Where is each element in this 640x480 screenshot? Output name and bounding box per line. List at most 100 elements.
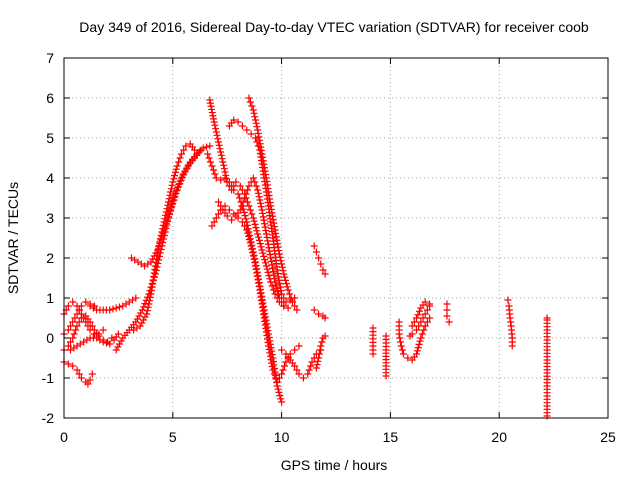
data-point (203, 143, 211, 151)
data-point (414, 344, 422, 352)
data-point (299, 374, 307, 382)
data-point (167, 188, 175, 196)
data-point (138, 319, 146, 327)
data-point (217, 151, 225, 159)
data-point (228, 216, 236, 224)
data-point (273, 284, 281, 292)
data-point (315, 310, 323, 318)
data-point (382, 372, 390, 380)
data-point (279, 366, 287, 374)
data-point (278, 346, 286, 354)
data-point (171, 172, 179, 180)
data-point (321, 270, 329, 278)
data-point (275, 388, 283, 396)
data-point (64, 302, 72, 310)
data-point (261, 220, 269, 228)
y-axis-label: SDTVAR / TECUs (5, 182, 21, 294)
data-point (261, 167, 269, 175)
data-point (210, 118, 218, 126)
data-point (180, 146, 188, 154)
data-point (236, 182, 244, 190)
data-point (251, 259, 259, 267)
data-point (67, 338, 75, 346)
data-point (284, 304, 292, 312)
data-point (256, 196, 264, 204)
data-point (257, 199, 265, 207)
data-point (280, 302, 288, 310)
data-point (260, 160, 268, 168)
data-point (255, 236, 263, 244)
data-point (255, 193, 263, 201)
data-point (248, 245, 256, 253)
data-point (239, 198, 247, 206)
data-point (216, 145, 224, 153)
data-point (275, 291, 283, 299)
data-point (397, 338, 405, 346)
data-point (114, 330, 122, 338)
data-point (270, 219, 278, 227)
data-point (249, 174, 257, 182)
data-point (250, 109, 258, 117)
data-point (217, 148, 225, 156)
data-point (252, 224, 260, 232)
data-point (256, 136, 264, 144)
data-point (241, 194, 249, 202)
data-point (416, 337, 424, 345)
series-arc-6 (86, 294, 140, 314)
data-point (238, 218, 246, 226)
data-point (71, 314, 79, 322)
data-point (318, 338, 326, 346)
y-tick-label: -2 (42, 410, 55, 426)
data-point (69, 318, 77, 326)
data-point (258, 246, 266, 254)
data-point (217, 202, 225, 210)
data-point (151, 262, 159, 270)
data-point (221, 168, 229, 176)
data-point (399, 350, 407, 358)
data-point (117, 337, 125, 345)
data-point (166, 191, 174, 199)
data-point (508, 342, 516, 350)
data-point (413, 314, 421, 322)
data-point (245, 94, 253, 102)
data-point (413, 326, 421, 334)
data-point (163, 205, 171, 213)
data-point (277, 287, 285, 295)
chart-title: Day 349 of 2016, Sidereal Day-to-day VTE… (79, 19, 589, 35)
data-point (241, 212, 249, 220)
data-point (219, 158, 227, 166)
data-point (212, 174, 220, 182)
data-point (269, 216, 277, 224)
data-point (168, 181, 176, 189)
data-point (295, 342, 303, 350)
data-point (88, 322, 96, 330)
data-point (220, 165, 228, 173)
data-point (274, 243, 282, 251)
data-point (259, 153, 267, 161)
data-point (162, 208, 170, 216)
data-point (143, 310, 151, 318)
data-point (259, 249, 267, 257)
data-point (273, 266, 281, 274)
data-point (270, 286, 278, 294)
data-point (249, 106, 257, 114)
data-point (172, 189, 180, 197)
data-point (269, 264, 277, 272)
series-arc-20 (369, 324, 377, 358)
x-tick-label: 15 (383, 429, 399, 445)
data-point (173, 186, 181, 194)
data-point (275, 276, 283, 284)
data-point (280, 270, 288, 278)
data-point (251, 262, 259, 270)
series-arc-27 (543, 314, 551, 420)
data-point (274, 385, 282, 393)
data-point (313, 361, 321, 369)
data-point (312, 364, 320, 372)
data-point (270, 223, 278, 231)
data-point (317, 260, 325, 268)
data-point (178, 150, 186, 158)
series-arc-4 (60, 358, 96, 388)
data-point (230, 186, 238, 194)
data-point (257, 147, 265, 155)
y-tick-label: 7 (46, 50, 54, 66)
